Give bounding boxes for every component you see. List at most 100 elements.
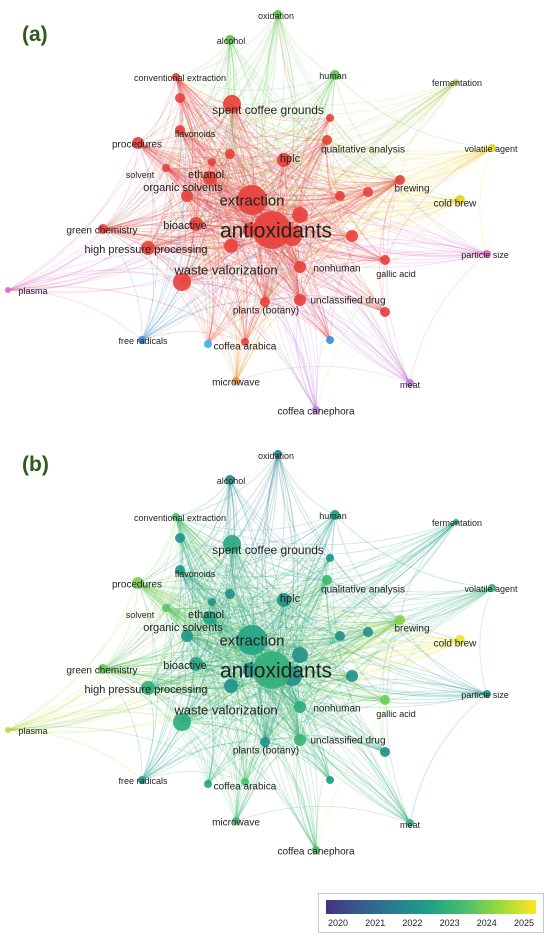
keyword-node-plants-botany[interactable] — [260, 737, 270, 747]
co-occurrence-link — [195, 663, 246, 783]
keyword-node-antioxidants[interactable] — [253, 651, 291, 689]
keyword-node-ethanol[interactable] — [203, 611, 217, 625]
keyword-node-cold-brew[interactable] — [455, 195, 465, 205]
keyword-node-cold-brew[interactable] — [455, 635, 465, 645]
keyword-node-green-chemistry[interactable] — [98, 664, 108, 674]
co-occurrence-link — [479, 587, 493, 695]
keyword-node-extraction[interactable] — [237, 185, 267, 215]
keyword-node-free-radicals[interactable] — [138, 336, 146, 344]
keyword-node-qualitative-analysis[interactable] — [322, 575, 332, 585]
keyword-node-alcohol[interactable] — [225, 475, 235, 485]
keyword-node-free-radicals[interactable] — [138, 776, 146, 784]
co-occurrence-link — [137, 479, 231, 584]
keyword-node-waste-valorization[interactable] — [173, 273, 191, 291]
keyword-node-flavonoids[interactable] — [175, 565, 185, 575]
co-occurrence-link — [102, 153, 231, 230]
keyword-node-fermentation[interactable] — [453, 79, 459, 85]
keyword-node-gallic-acid[interactable] — [380, 695, 390, 705]
keyword-node-oxidation[interactable] — [274, 450, 282, 458]
co-occurrence-link — [296, 579, 328, 851]
keyword-node-antioxidants[interactable] — [253, 211, 291, 249]
keyword-node-waste-valorization[interactable] — [173, 713, 191, 731]
keyword-node-fermentation[interactable] — [453, 519, 459, 525]
keyword-node-microwave[interactable] — [232, 817, 240, 825]
keyword-node-nonhuman[interactable] — [294, 261, 306, 273]
co-occurrence-link — [399, 179, 461, 201]
co-occurrence-link — [7, 729, 143, 781]
keyword-node-coffea-arabica[interactable] — [241, 338, 249, 346]
keyword-node-coffea-canephora[interactable] — [312, 846, 320, 854]
co-occurrence-link — [299, 235, 353, 301]
keyword-node-unclassified-drug[interactable] — [294, 734, 306, 746]
co-occurrence-link — [147, 687, 237, 822]
co-occurrence-link — [181, 74, 336, 283]
keyword-node-procedures[interactable] — [132, 577, 144, 589]
keyword-node-high-pressure-processing[interactable] — [141, 241, 155, 255]
keyword-node-hplc[interactable] — [277, 153, 291, 167]
keyword-node-conventional-extraction[interactable] — [172, 73, 180, 81]
keyword-node-alcohol[interactable] — [225, 35, 235, 45]
co-occurrence-link — [251, 199, 386, 261]
keyword-node-spent-coffee-grounds[interactable] — [223, 95, 241, 113]
co-occurrence-link — [195, 223, 386, 313]
keyword-node-microwave[interactable] — [232, 377, 240, 385]
keyword-node-human[interactable] — [330, 510, 340, 520]
keyword-node-brewing[interactable] — [395, 175, 405, 185]
co-occurrence-link — [231, 103, 493, 155]
keyword-node-spent-coffee-grounds[interactable] — [223, 535, 241, 553]
co-occurrence-link — [326, 579, 461, 641]
co-occurrence-link — [479, 147, 493, 255]
keyword-node-human[interactable] — [330, 70, 340, 80]
keyword-node-solvent[interactable] — [162, 604, 170, 612]
co-occurrence-link — [299, 147, 493, 301]
co-occurrence-link — [179, 129, 199, 225]
keyword-node-plasma[interactable] — [5, 727, 11, 733]
keyword-node-nonhuman[interactable] — [294, 701, 306, 713]
co-occurrence-link — [179, 569, 493, 609]
keyword-node-volatile-agent[interactable] — [488, 584, 496, 592]
keyword-node-solvent[interactable] — [162, 164, 170, 172]
co-occurrence-link — [231, 543, 301, 656]
co-occurrence-link — [147, 103, 233, 249]
co-occurrence-link — [179, 569, 251, 671]
co-occurrence-link — [251, 147, 493, 204]
co-occurrence-link — [137, 103, 233, 144]
co-occurrence-link — [165, 514, 336, 609]
keyword-node-particle-size[interactable] — [483, 250, 491, 258]
co-occurrence-link — [137, 582, 231, 599]
keyword-node-qualitative-analysis[interactable] — [322, 135, 332, 145]
keyword-node-gallic-acid[interactable] — [380, 255, 390, 265]
keyword-node-green-chemistry[interactable] — [98, 224, 108, 234]
keyword-node-coffea-canephora[interactable] — [312, 406, 320, 414]
keyword-node-plants-botany[interactable] — [260, 297, 270, 307]
keyword-node-organic-solvents[interactable] — [181, 190, 193, 202]
co-occurrence-link — [299, 631, 369, 741]
co-occurrence-link — [235, 299, 301, 382]
keyword-node-bioactive[interactable] — [189, 217, 203, 231]
keyword-node-meat[interactable] — [406, 379, 414, 387]
keyword-node-procedures[interactable] — [132, 137, 144, 149]
co-occurrence-link — [325, 139, 341, 197]
keyword-node-extraction[interactable] — [237, 625, 267, 655]
keyword-node-meat[interactable] — [406, 819, 414, 827]
keyword-node-particle-size[interactable] — [483, 690, 491, 698]
keyword-node-ethanol[interactable] — [203, 171, 217, 185]
keyword-node-volatile-agent[interactable] — [488, 144, 496, 152]
keyword-node-high-pressure-processing[interactable] — [141, 681, 155, 695]
keyword-node-organic-solvents[interactable] — [181, 630, 193, 642]
keyword-node-plasma[interactable] — [5, 287, 11, 293]
keyword-node-conventional-extraction[interactable] — [172, 513, 180, 521]
co-occurrence-link — [269, 669, 317, 851]
keyword-node-flavonoids[interactable] — [175, 125, 185, 135]
keyword-node-oxidation[interactable] — [274, 10, 282, 18]
keyword-node-hplc[interactable] — [277, 593, 291, 607]
co-occurrence-link — [179, 557, 331, 579]
keyword-node-brewing[interactable] — [395, 615, 405, 625]
co-occurrence-link — [179, 129, 251, 231]
co-occurrence-link — [277, 13, 386, 261]
keyword-label-nonhuman: nonhuman — [313, 264, 360, 275]
keyword-node-coffea-arabica[interactable] — [241, 778, 249, 786]
keyword-node-unclassified-drug[interactable] — [294, 294, 306, 306]
keyword-node-bioactive[interactable] — [189, 657, 203, 671]
co-occurrence-link — [378, 179, 401, 313]
